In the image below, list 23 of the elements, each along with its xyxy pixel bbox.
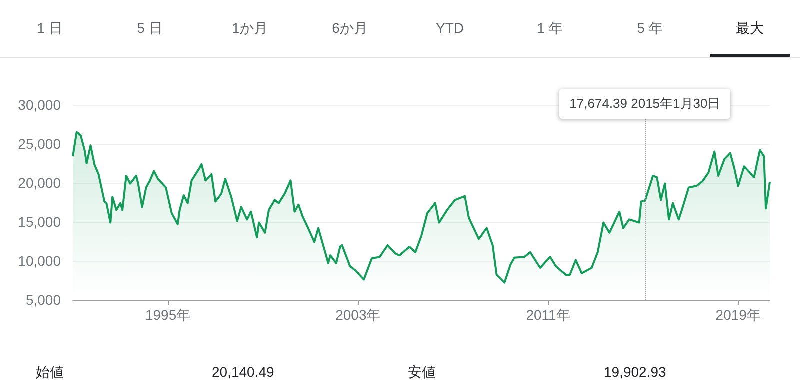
x-tick-label: 1995年 [145, 307, 191, 323]
y-tick-label: 25,000 [18, 136, 62, 152]
y-tick-label: 15,000 [18, 214, 62, 230]
text: YTD [435, 19, 465, 38]
text: 20,140.49 [212, 364, 274, 380]
text: 安値 [408, 364, 436, 382]
text: 1か月 [231, 19, 269, 38]
x-tick-label: 2003年 [336, 307, 381, 323]
text: 5 年 [636, 19, 664, 38]
text: 19,902.93 [604, 364, 666, 380]
text: 6か月 [331, 19, 369, 38]
x-tick-label: 2011年 [526, 307, 570, 323]
y-tick-label: 10,000 [18, 253, 62, 269]
text: 最大 [735, 19, 765, 38]
text: 1 日 [36, 19, 64, 38]
text: 1 年 [536, 19, 564, 38]
y-tick-label: 20,000 [18, 175, 62, 191]
ref-line-label: 17,674.39 2015年1月30日 [560, 89, 731, 119]
text: 5 日 [136, 19, 164, 38]
x-tick-label: 2019年 [716, 307, 761, 323]
y-tick-label: 30,000 [18, 97, 62, 113]
y-tick-label: 5,000 [26, 292, 62, 308]
text: 始値 [36, 364, 64, 382]
